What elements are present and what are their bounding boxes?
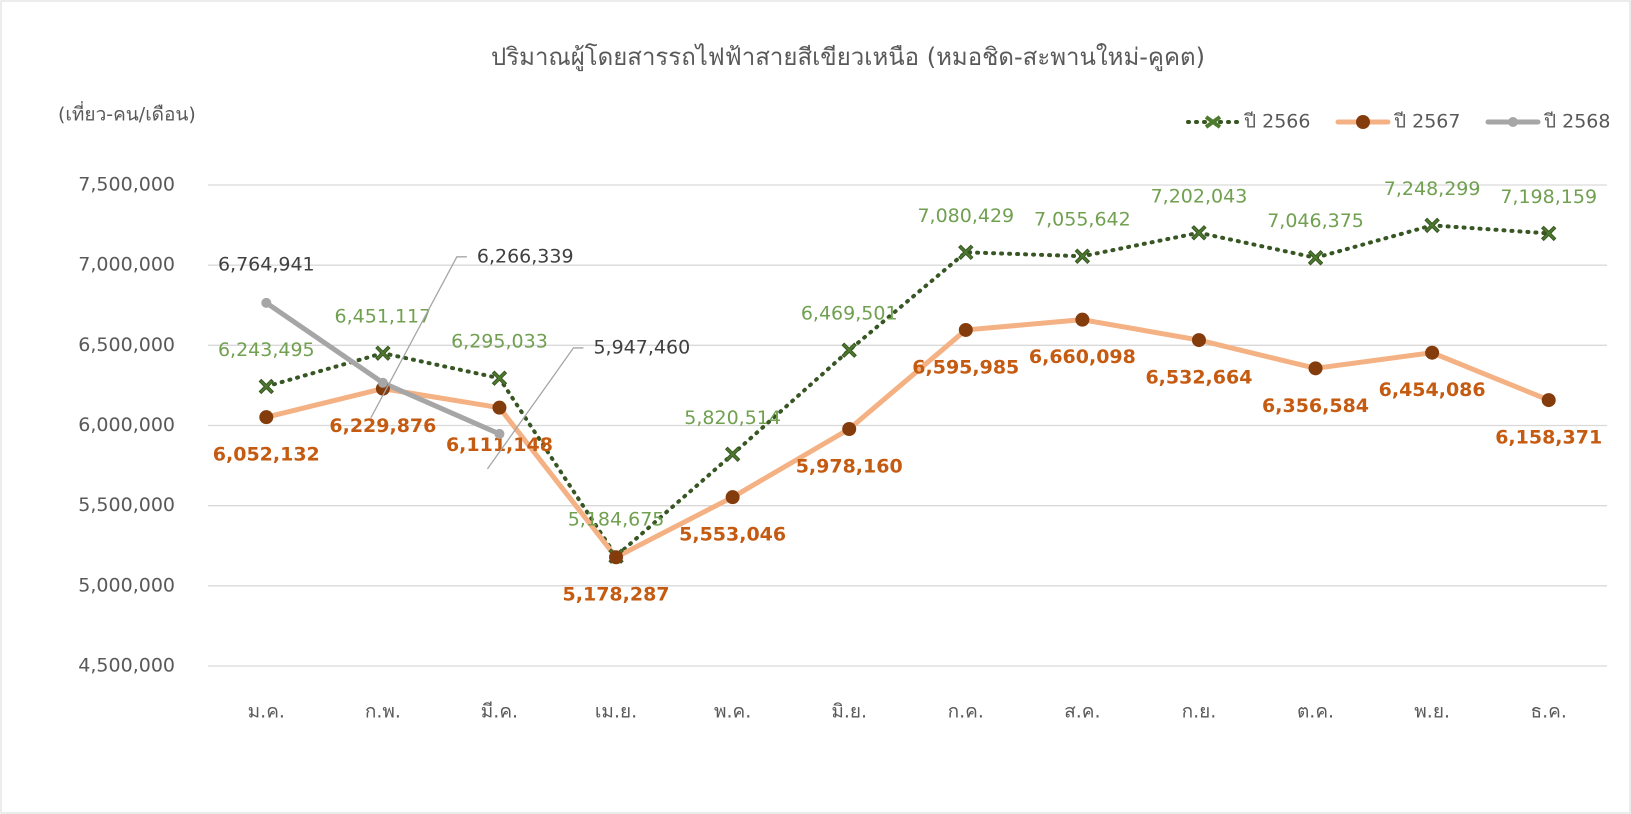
x-tick-label: ก.พ. [365,701,401,723]
x-tick-label: มิ.ย. [831,701,867,723]
data-label: 6,243,495 [218,339,315,361]
x-tick-label: ส.ค. [1064,701,1100,723]
legend-marker [1204,115,1222,129]
marker [841,342,857,358]
data-label: 5,184,675 [568,509,665,531]
marker [1541,393,1556,408]
data-label: 6,356,584 [1262,395,1369,417]
marker [1425,345,1440,360]
data-label: 6,764,941 [218,253,315,275]
marker [1191,333,1206,348]
y-tick-label: 5,000,000 [78,574,175,596]
marker [1074,248,1091,264]
marker [491,370,508,386]
legend-label: ปี 2568 [1543,111,1610,133]
data-label: 6,660,098 [1029,346,1136,368]
marker [261,297,272,308]
y-tick-label: 7,000,000 [78,254,175,276]
marker [609,550,624,565]
y-tick-label: 6,000,000 [78,414,175,436]
series-line [264,223,1551,559]
x-tick-label: ต.ค. [1297,701,1334,723]
data-label: 7,248,299 [1384,178,1481,200]
data-label: 5,820,514 [684,407,781,429]
data-label: 5,553,046 [679,524,786,546]
data-label: 7,198,159 [1500,186,1597,208]
x-tick-label: พ.ค. [714,701,751,723]
data-label: 5,178,287 [563,584,670,606]
marker [1191,225,1207,241]
marker [375,345,391,361]
data-label: 7,055,642 [1034,209,1131,231]
x-tick-label: พ.ย. [1414,701,1450,723]
data-label: 6,451,117 [335,306,432,328]
series-line [263,317,1552,560]
legend-marker [1356,115,1370,129]
data-label: 5,947,460 [593,336,690,358]
data-label: 6,532,664 [1145,367,1252,389]
leader-line [486,347,584,470]
y-tick-label: 6,500,000 [78,334,175,356]
data-label: 6,595,985 [912,356,1019,378]
marker [725,490,740,505]
data-label: 7,080,429 [917,205,1014,227]
marker [958,322,973,337]
marker [1075,312,1090,327]
legend-label: ปี 2566 [1243,111,1310,133]
marker [258,378,274,395]
marker [724,446,741,462]
x-tick-label: ธ.ค. [1531,701,1567,723]
y-tick-label: 4,500,000 [78,655,175,677]
marker [492,400,507,415]
marker [377,377,388,388]
legend-marker [1508,117,1518,127]
data-label: 6,158,371 [1495,427,1602,449]
marker [1308,361,1323,376]
data-label: 6,469,501 [801,303,898,325]
data-label: 7,046,375 [1267,210,1364,232]
data-label: 5,978,160 [796,456,903,478]
chart-title: ปริมาณผู้โดยสารรถไฟฟ้าสายสีเขียวเหนือ (ห… [491,43,1205,72]
x-tick-label: ก.ย. [1182,701,1217,723]
legend-label: ปี 2567 [1393,111,1460,133]
data-label: 6,266,339 [477,245,574,267]
y-axis-label: (เที่ยว-คน/เดือน) [58,101,196,126]
y-tick-label: 7,500,000 [78,174,175,196]
y-tick-label: 5,500,000 [78,494,175,516]
marker [1424,217,1440,234]
x-tick-label: ม.ค. [248,701,285,723]
marker [1307,250,1324,266]
marker [494,428,505,439]
data-label: 6,052,132 [213,444,320,466]
marker [1541,225,1557,242]
x-tick-label: ก.ค. [948,701,984,723]
x-tick-label: มี.ค. [481,701,518,723]
data-label: 7,202,043 [1151,185,1248,207]
marker [958,244,974,260]
data-label: 6,295,033 [451,331,548,353]
data-label: 6,111,148 [446,434,553,456]
marker [842,422,857,437]
data-label: 6,229,876 [329,415,436,437]
marker [259,410,274,425]
data-label: 6,454,086 [1379,379,1486,401]
x-tick-label: เม.ย. [595,701,637,723]
leader-line [370,256,467,419]
